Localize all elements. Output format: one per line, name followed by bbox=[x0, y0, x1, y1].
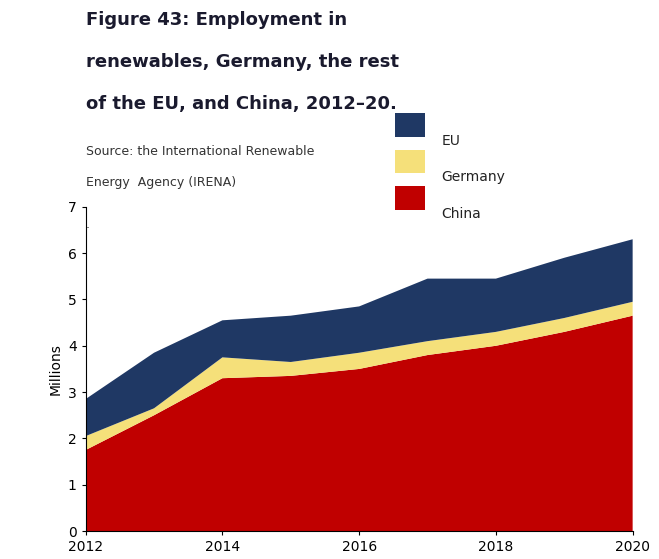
Text: Energy  Agency (IRENA): Energy Agency (IRENA) bbox=[86, 176, 236, 189]
Text: .: . bbox=[86, 218, 90, 231]
Text: renewables, Germany, the rest: renewables, Germany, the rest bbox=[86, 53, 399, 71]
Text: EU: EU bbox=[442, 134, 461, 148]
Text: Germany: Germany bbox=[442, 170, 505, 184]
Y-axis label: Millions: Millions bbox=[48, 343, 62, 395]
Text: Source: the International Renewable: Source: the International Renewable bbox=[86, 145, 314, 158]
Text: China: China bbox=[442, 207, 481, 221]
Text: Figure 43: Employment in: Figure 43: Employment in bbox=[86, 11, 347, 29]
Text: of the EU, and China, 2012–20.: of the EU, and China, 2012–20. bbox=[86, 95, 397, 113]
